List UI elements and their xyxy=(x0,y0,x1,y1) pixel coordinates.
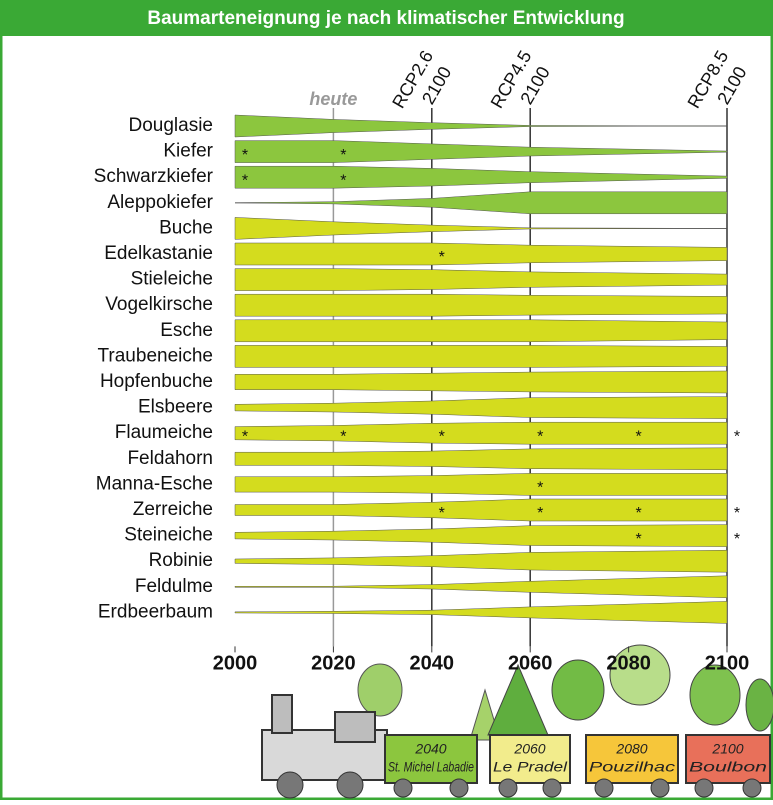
marker-star: * xyxy=(537,428,543,445)
tree xyxy=(609,644,671,706)
wheel xyxy=(276,771,304,799)
row-label: Steineiche xyxy=(124,525,213,546)
suitability-band xyxy=(234,140,728,163)
suitability-band xyxy=(234,370,728,394)
wagon xyxy=(685,734,771,784)
marker-star: * xyxy=(734,531,740,548)
row-label: Edelkastanie xyxy=(104,243,213,264)
tree xyxy=(357,663,403,717)
suitability-band xyxy=(234,345,728,368)
wheel xyxy=(336,771,364,799)
suitability-band xyxy=(234,217,728,240)
row-label: Vogelkirsche xyxy=(105,294,213,315)
marker-star: * xyxy=(340,172,346,189)
wheel xyxy=(542,778,562,798)
wagon-place: Pouzilhac xyxy=(589,759,675,775)
row-label: Flaumeiche xyxy=(115,422,213,443)
row-label: Schwarzkiefer xyxy=(94,166,214,187)
suitability-band xyxy=(234,114,728,138)
suitability-band xyxy=(234,165,728,189)
marker-star: * xyxy=(635,428,641,445)
marker-star: * xyxy=(635,531,641,548)
wagon-place: St. Michel Labadie xyxy=(388,759,474,775)
row-label: Stieleiche xyxy=(131,269,213,290)
marker-star: * xyxy=(242,428,248,445)
row-label: Robinie xyxy=(149,550,213,571)
marker-star: * xyxy=(242,172,248,189)
suitability-band xyxy=(234,319,728,343)
wheel xyxy=(742,778,762,798)
tree xyxy=(745,678,773,732)
suitability-band xyxy=(234,421,728,445)
x-tick-label: 2100 xyxy=(705,653,750,675)
wheel xyxy=(694,778,714,798)
wagon-year: 2100 xyxy=(711,741,743,757)
reference-label: heute xyxy=(309,89,357,109)
row-label: Zerreiche xyxy=(133,499,213,520)
suitability-band xyxy=(234,396,728,419)
wagon xyxy=(489,734,571,784)
suitability-band xyxy=(234,498,728,522)
x-tick-label: 2060 xyxy=(508,653,553,675)
marker-star: * xyxy=(340,428,346,445)
suitability-band xyxy=(234,575,728,599)
chart-title: Baumarteneignung je nach klimatischer En… xyxy=(147,8,624,29)
wagon-place: Le Pradel xyxy=(493,759,568,775)
row-label: Elsbeere xyxy=(138,397,213,418)
wheel xyxy=(650,778,670,798)
suitability-band xyxy=(234,268,728,291)
x-tick-label: 2020 xyxy=(311,653,356,675)
wheel xyxy=(393,778,413,798)
x-tick-label: 2040 xyxy=(410,653,455,675)
marker-star: * xyxy=(439,505,445,522)
marker-star: * xyxy=(340,147,346,164)
tree xyxy=(689,664,741,726)
suitability-band xyxy=(234,191,728,215)
marker-star: * xyxy=(734,505,740,522)
wagon-year: 2060 xyxy=(513,741,545,757)
row-label: Erdbeerbaum xyxy=(98,601,213,622)
marker-star: * xyxy=(635,505,641,522)
row-label: Esche xyxy=(160,320,213,341)
train-illustration: 2040 St. Michel Labadie 2060 Le Pradel 2080 P… xyxy=(261,644,773,799)
suitability-band xyxy=(234,549,728,573)
suitability-band xyxy=(234,524,728,547)
suitability-band xyxy=(234,293,728,317)
x-tick-label: 2000 xyxy=(213,653,258,675)
title-banner xyxy=(0,0,773,36)
wheel xyxy=(594,778,614,798)
wagon xyxy=(585,734,679,784)
row-label: Kiefer xyxy=(163,141,213,162)
row-label: Hopfenbuche xyxy=(100,371,213,392)
row-label: Manna-Esche xyxy=(96,473,213,494)
suitability-band xyxy=(234,473,728,496)
row-label: Feldulme xyxy=(135,576,213,597)
row-label: Buche xyxy=(159,217,213,238)
marker-star: * xyxy=(242,147,248,164)
x-tick-label: 2080 xyxy=(606,653,651,675)
wheel xyxy=(498,778,518,798)
marker-star: * xyxy=(439,249,445,266)
cabin xyxy=(334,711,376,743)
wagon xyxy=(384,734,478,784)
suitability-band xyxy=(234,242,728,266)
wheel xyxy=(449,778,469,798)
row-label: Douglasie xyxy=(129,115,214,136)
suitability-band xyxy=(234,601,728,624)
wagon-place: Boulbon xyxy=(689,759,767,775)
marker-star: * xyxy=(439,428,445,445)
row-label: Aleppokiefer xyxy=(107,192,213,213)
chimney xyxy=(271,694,293,734)
marker-star: * xyxy=(734,428,740,445)
row-label: Feldahorn xyxy=(127,448,213,469)
row-label: Traubeneiche xyxy=(98,345,213,366)
marker-star: * xyxy=(537,505,543,522)
wagon-year: 2080 xyxy=(615,741,647,757)
marker-star: * xyxy=(537,480,543,497)
suitability-band xyxy=(234,447,728,471)
wagon-year: 2040 xyxy=(414,741,446,757)
tree xyxy=(551,659,605,721)
